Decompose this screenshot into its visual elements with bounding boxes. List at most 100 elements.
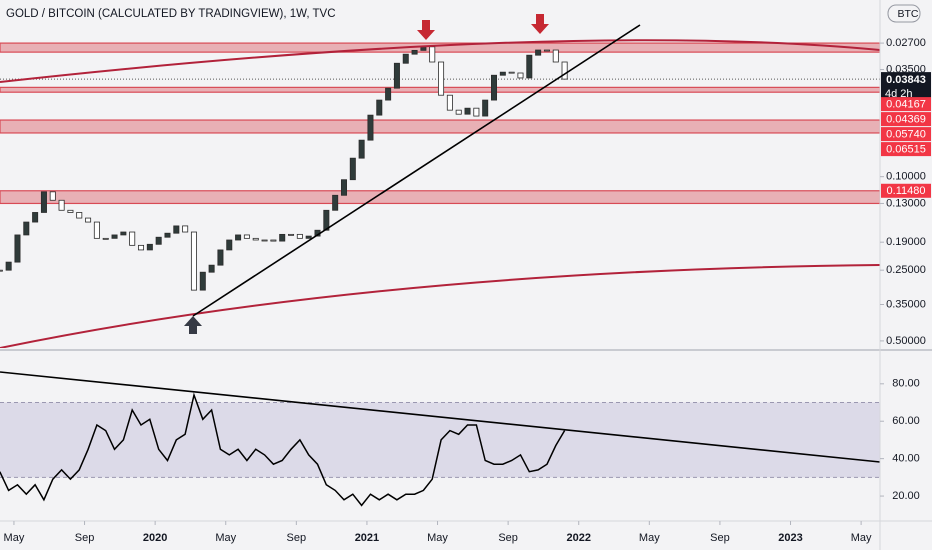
drawings — [0, 14, 881, 463]
price-label-box — [881, 112, 931, 127]
candle — [552, 49, 559, 63]
candle — [5, 261, 12, 271]
candle — [217, 249, 224, 266]
price-label-box — [881, 142, 931, 157]
y-tick-label: 0.25000 — [886, 264, 926, 276]
x-tick-label: May — [427, 532, 448, 544]
candle — [155, 236, 162, 245]
zone — [0, 119, 880, 134]
currency: BTC — [898, 8, 919, 20]
y-tick-label: 60.00 — [892, 415, 920, 427]
arc-bottom — [0, 264, 880, 348]
candle — [190, 231, 197, 291]
price-label: 0.04369 — [886, 114, 926, 126]
y-tick-label: 0.35000 — [886, 298, 926, 310]
x-tick-label: Sep — [287, 532, 307, 544]
candle — [111, 234, 118, 239]
rsi-band — [0, 402, 880, 478]
arrow-down — [417, 20, 435, 40]
candle — [482, 99, 489, 117]
candle — [543, 49, 550, 52]
candle — [243, 234, 250, 239]
x-tick-label: Sep — [498, 532, 518, 544]
y-tick-label: 0.02700 — [886, 37, 926, 49]
candle — [402, 53, 409, 64]
candle — [138, 244, 145, 251]
price-label: 0.05740 — [886, 129, 926, 141]
candle — [305, 235, 312, 239]
candle — [349, 157, 356, 181]
candle — [535, 49, 542, 56]
candle — [129, 231, 136, 246]
candle — [508, 71, 515, 74]
candle — [561, 61, 568, 80]
candle — [455, 109, 462, 115]
candle — [279, 233, 286, 242]
arrow-down — [531, 14, 549, 34]
candle — [14, 234, 21, 263]
price-label-box — [881, 183, 931, 198]
candle — [473, 107, 480, 117]
x-tick-label: May — [215, 532, 236, 544]
candle — [393, 62, 400, 89]
y-tick-label: 20.00 — [892, 490, 920, 502]
candle — [332, 194, 339, 211]
candle — [340, 179, 347, 196]
candle — [526, 54, 533, 79]
candle — [173, 225, 180, 234]
candle — [76, 212, 83, 219]
candle — [367, 114, 374, 141]
candle — [120, 231, 127, 236]
labels: GOLD / BITCOIN (CALCULATED BY TRADINGVIE… — [4, 4, 931, 544]
x-tick-label: May — [639, 532, 660, 544]
candle — [208, 264, 215, 273]
candle — [32, 212, 39, 223]
price-label: 0.06515 — [886, 144, 926, 156]
chart-title: GOLD / BITCOIN (CALCULATED BY TRADINGVIE… — [6, 8, 336, 20]
candle — [40, 191, 47, 213]
candle — [491, 74, 498, 101]
candle — [288, 233, 295, 236]
x-tick-label: 2022 — [566, 532, 590, 544]
candle — [446, 94, 453, 111]
candle — [429, 46, 436, 63]
main-pane — [0, 42, 880, 291]
candle — [323, 209, 330, 231]
price-label-box — [881, 97, 931, 112]
x-tick-label: 2023 — [778, 532, 802, 544]
y-tick-label: 0.50000 — [886, 335, 926, 347]
candle — [85, 217, 92, 223]
x-tick-label: Sep — [75, 532, 95, 544]
candle — [0, 269, 3, 272]
candle — [464, 107, 471, 115]
candle — [102, 237, 109, 240]
rsi-line — [0, 392, 566, 507]
candle — [385, 87, 392, 101]
arrow-up — [184, 316, 202, 334]
candle — [226, 239, 233, 251]
candle — [517, 72, 524, 79]
candle — [438, 61, 445, 96]
y-tick-label: 0.13000 — [886, 197, 926, 209]
candle — [358, 139, 365, 159]
candle — [296, 233, 303, 239]
rsi-pane — [0, 392, 880, 507]
x-tick-label: May — [851, 532, 872, 544]
candle — [67, 209, 74, 213]
candle — [49, 191, 56, 201]
countdown: 4d 2h — [885, 88, 913, 100]
candle — [58, 199, 65, 211]
y-tick-label: 40.00 — [892, 453, 920, 465]
rsi-trendline — [0, 371, 881, 463]
candle — [199, 271, 206, 291]
candle — [411, 49, 418, 55]
price-label-box — [881, 127, 931, 142]
y-tick-label: 80.00 — [892, 378, 920, 390]
price-label: 0.11480 — [887, 185, 926, 197]
x-tick-label: 2021 — [355, 532, 379, 544]
trendline — [192, 24, 641, 317]
candle — [376, 99, 383, 116]
candle — [235, 234, 242, 241]
candle — [93, 221, 100, 239]
